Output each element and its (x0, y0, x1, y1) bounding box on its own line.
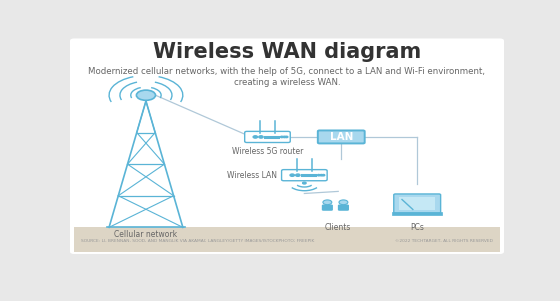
FancyBboxPatch shape (394, 194, 441, 213)
Circle shape (302, 182, 306, 184)
FancyBboxPatch shape (70, 39, 504, 254)
FancyBboxPatch shape (322, 204, 333, 211)
Text: Clients: Clients (325, 223, 351, 232)
Text: Wireless 5G router: Wireless 5G router (232, 147, 303, 156)
Text: LAN: LAN (330, 132, 353, 142)
Text: SOURCE: LI, BRENNAN, SOOD, AND MANGLIK VIA AKAMAI; LANGLEY/GETTY IMAGES/ISTOCKPH: SOURCE: LI, BRENNAN, SOOD, AND MANGLIK V… (81, 239, 314, 243)
FancyBboxPatch shape (338, 204, 349, 211)
Text: Modernized cellular networks, with the help of 5G, connect to a LAN and Wi-Fi en: Modernized cellular networks, with the h… (88, 67, 486, 87)
Circle shape (322, 175, 325, 176)
Circle shape (259, 136, 263, 138)
Circle shape (253, 136, 258, 138)
Circle shape (320, 175, 323, 176)
Circle shape (323, 200, 332, 205)
Text: Cellular network: Cellular network (114, 230, 178, 239)
Circle shape (318, 175, 320, 176)
FancyBboxPatch shape (318, 130, 365, 144)
FancyBboxPatch shape (282, 170, 327, 181)
Text: Wireless LAN: Wireless LAN (227, 171, 277, 180)
Circle shape (290, 174, 295, 176)
Text: Wireless WAN diagram: Wireless WAN diagram (153, 42, 421, 62)
FancyBboxPatch shape (245, 131, 290, 142)
Circle shape (281, 136, 283, 138)
Circle shape (285, 136, 288, 138)
Circle shape (283, 136, 286, 138)
Circle shape (296, 174, 300, 176)
Circle shape (137, 90, 156, 100)
Text: PCs: PCs (410, 223, 424, 232)
Bar (399, 197, 436, 210)
Circle shape (339, 200, 348, 205)
Text: ©2022 TECHTARGET, ALL RIGHTS RESERVED: ©2022 TECHTARGET, ALL RIGHTS RESERVED (395, 239, 493, 243)
Bar (74, 227, 500, 252)
Bar (392, 212, 442, 215)
